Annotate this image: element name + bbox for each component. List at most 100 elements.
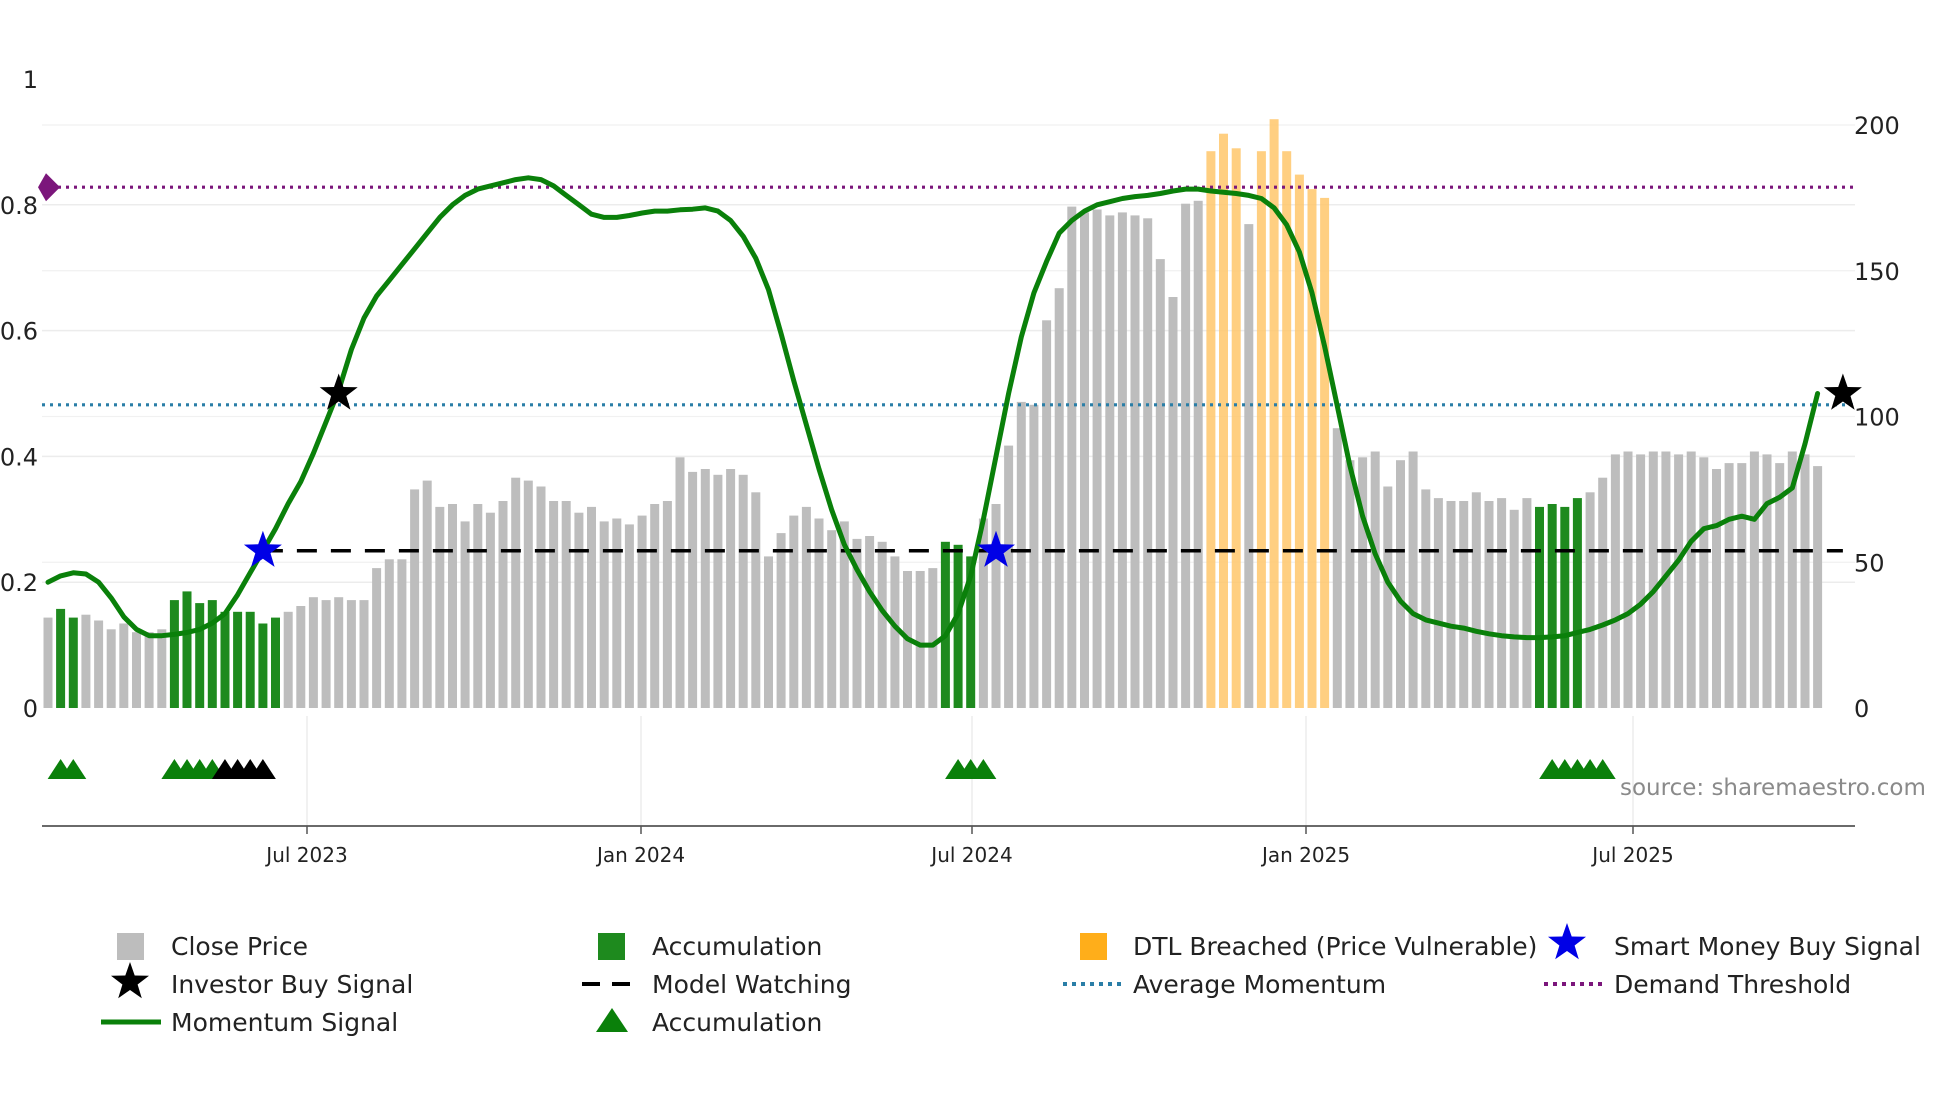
close-price-bar — [839, 521, 849, 708]
close-price-bar — [359, 600, 369, 708]
accumulation-triangle-icon — [249, 759, 276, 779]
left-axis-tick-label: 0.4 — [0, 443, 38, 471]
x-axis-tick-label: Jan 2024 — [595, 843, 685, 867]
close-price-bar — [1029, 404, 1039, 708]
close-price-bar — [890, 556, 900, 708]
accumulation-bar — [220, 611, 230, 708]
accumulation-bar — [195, 603, 205, 708]
legend-accumulation-label: Accumulation — [652, 932, 822, 961]
close-price-bar — [1762, 454, 1772, 708]
close-price-bar — [726, 469, 736, 708]
close-price-bar — [296, 606, 306, 708]
close-price-bar — [738, 474, 748, 708]
close-price-bar — [814, 518, 824, 708]
close-price-bar — [764, 556, 773, 708]
accumulation-bar — [56, 608, 66, 708]
close-price-bar — [624, 524, 634, 708]
legend-close-price-label: Close Price — [171, 932, 308, 961]
close-price-bar — [1459, 501, 1469, 708]
legend-close-price-swatch — [117, 933, 144, 960]
investor-buy-star-icon — [319, 373, 358, 410]
close-price-bar — [1067, 206, 1077, 708]
close-price-bar — [928, 568, 938, 708]
close-price-bar — [473, 504, 483, 708]
close-price-bar — [1117, 212, 1127, 708]
close-price-bar — [1497, 498, 1507, 708]
accumulation-bar — [953, 544, 963, 708]
legend-average-momentum-label: Average Momentum — [1133, 970, 1386, 999]
dtl-breached-bar — [1282, 151, 1292, 708]
accumulation-triangle-icon — [1589, 759, 1616, 779]
close-price-bar — [1181, 203, 1191, 708]
close-price-bar — [1332, 428, 1342, 708]
close-price-bar — [612, 518, 622, 708]
close-price-bar — [587, 506, 596, 708]
accumulation-triangle-icon — [60, 759, 87, 779]
close-price-bar — [662, 501, 672, 708]
legend-momentum-signal-label: Momentum Signal — [171, 1008, 398, 1037]
close-price-bar — [1699, 457, 1709, 708]
accumulation-bar — [271, 617, 280, 708]
legend-item-investor-buy: Investor Buy Signal — [111, 962, 413, 999]
close-price-bar — [132, 632, 141, 708]
close-price-bar — [991, 504, 1001, 708]
close-price-bar — [789, 515, 799, 708]
close-price-bar — [157, 629, 167, 708]
signal-markers — [47, 373, 1862, 779]
accumulation-bar — [245, 611, 255, 708]
left-axis-tick-label: 0.2 — [0, 569, 38, 597]
legend-smart-money-label: Smart Money Buy Signal — [1614, 932, 1921, 961]
x-axis-tick-label: Jul 2023 — [264, 843, 347, 867]
close-price-bar — [1737, 463, 1747, 708]
close-price-bar — [700, 469, 710, 708]
close-price-bar — [448, 504, 457, 708]
legend-item-demand-threshold: Demand Threshold — [1544, 970, 1851, 999]
legend-investor-star-icon — [111, 962, 149, 999]
legend: Close Price Accumulation DTL Breached (P… — [101, 923, 1921, 1037]
close-price-bar — [485, 512, 495, 708]
right-axis-tick-label: 200 — [1854, 112, 1900, 140]
close-price-bar — [372, 568, 382, 708]
close-price-bar — [751, 492, 761, 708]
close-price-bar — [1446, 501, 1456, 708]
legend-item-accumulation-marker: Accumulation — [596, 1008, 822, 1037]
close-price-bar — [1509, 509, 1519, 708]
legend-item-dtl-breached: DTL Breached (Price Vulnerable) — [1080, 932, 1537, 961]
close-price-bar — [1130, 215, 1140, 708]
close-price-bar — [144, 632, 154, 708]
close-price-bar — [1080, 212, 1089, 708]
close-price-bar — [1345, 460, 1355, 708]
price-bars — [43, 119, 1823, 709]
close-price-bar — [549, 501, 559, 708]
close-price-bar — [460, 521, 470, 708]
legend-accumulation-marker-label: Accumulation — [652, 1008, 822, 1037]
close-price-bar — [1712, 469, 1721, 708]
accumulation-bar — [207, 600, 217, 708]
close-price-bar — [283, 611, 293, 708]
smart-money-star-icon — [243, 530, 282, 567]
close-price-bar — [561, 501, 571, 708]
close-price-bar — [1674, 454, 1684, 708]
close-price-bar — [334, 597, 344, 708]
close-price-bar — [599, 521, 609, 708]
dtl-breached-bar — [1231, 148, 1241, 709]
close-price-bar — [1636, 454, 1646, 708]
close-price-bar — [1383, 486, 1393, 708]
close-price-bar — [1193, 200, 1203, 709]
legend-item-smart-money: Smart Money Buy Signal — [1548, 923, 1921, 961]
accumulation-bar — [68, 617, 78, 708]
close-price-bar — [1370, 451, 1380, 708]
close-price-bar — [410, 489, 420, 708]
close-price-bar — [801, 506, 811, 708]
close-price-bar — [650, 504, 660, 708]
close-price-bar — [978, 518, 988, 708]
dtl-breached-bar — [1294, 174, 1304, 709]
close-price-bar — [422, 480, 432, 708]
accumulation-bar — [233, 611, 243, 708]
close-price-bar — [1686, 451, 1696, 708]
right-axis-tick-label: 100 — [1854, 404, 1900, 432]
legend-model-watching-label: Model Watching — [652, 970, 852, 999]
close-price-bar — [1143, 218, 1153, 709]
close-price-bar — [865, 536, 875, 708]
legend-dtl-label: DTL Breached (Price Vulnerable) — [1133, 932, 1537, 961]
